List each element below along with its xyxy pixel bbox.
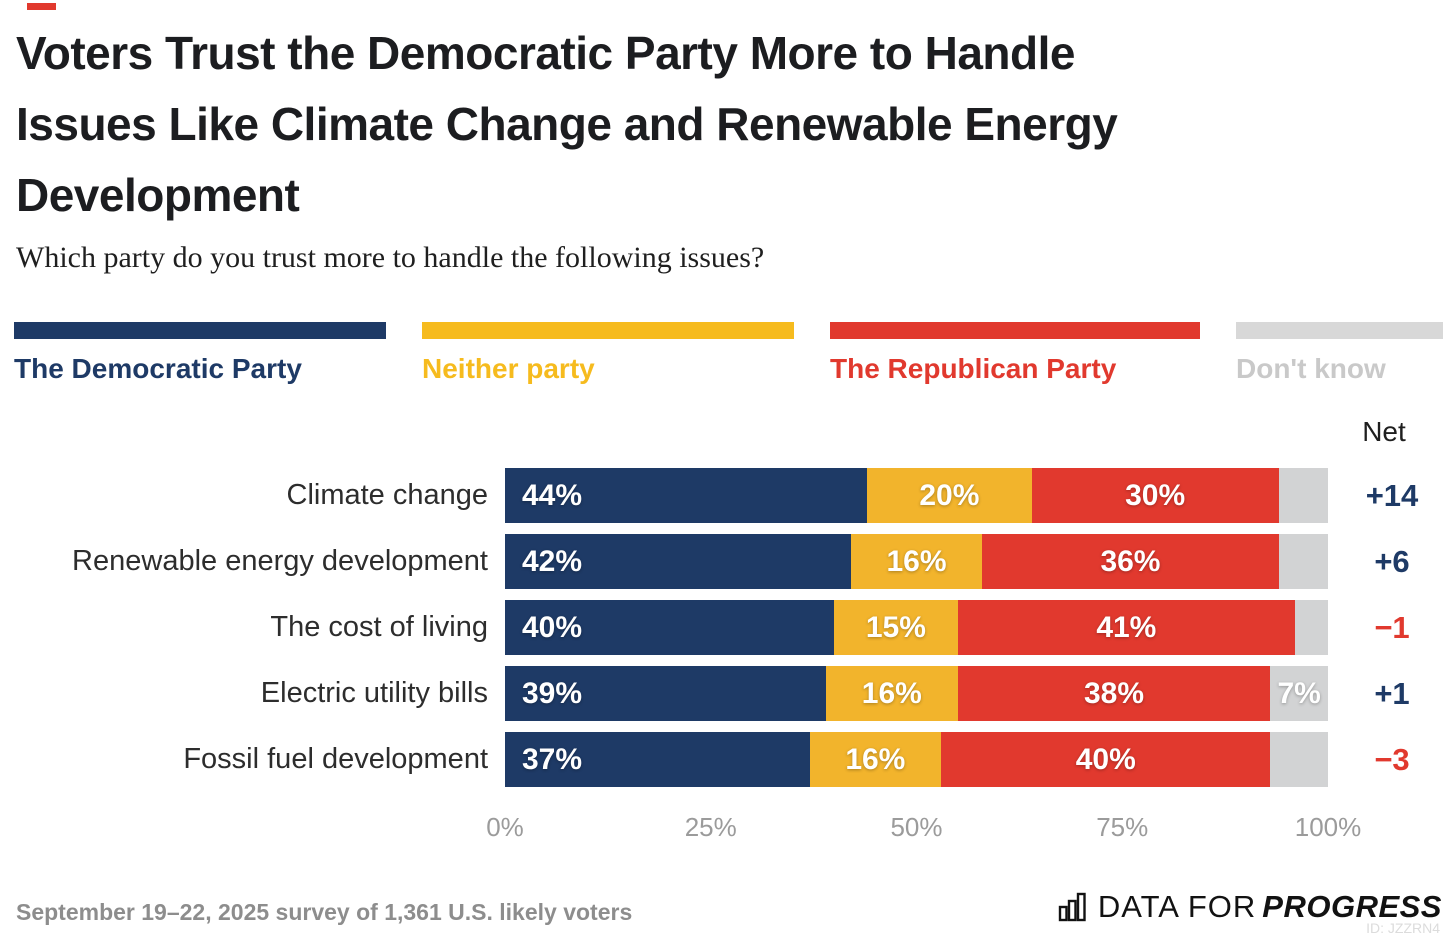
- bar-value-label: 39%: [522, 676, 583, 710]
- stacked-bar: 37% 16% 40%: [505, 732, 1328, 787]
- category-label: Climate change: [286, 479, 489, 511]
- chart-row-renewable-energy-development: Renewable energy development 42% 16% 36% +6: [0, 534, 1456, 589]
- bar-segment-the-republican-party: 36%: [982, 534, 1279, 589]
- bar-segment-don-t-know: 7%: [1270, 666, 1328, 721]
- legend-label-don-t-know: Don't know: [1236, 353, 1386, 384]
- source-note: September 19–22, 2025 survey of 1,361 U.…: [16, 899, 633, 925]
- legend-swatch-neither-party: [422, 322, 794, 339]
- x-axis-tick: 0%: [486, 812, 524, 842]
- category-label: The cost of living: [270, 611, 488, 643]
- bar-value-label: 7%: [1277, 676, 1321, 710]
- bar-value-label: 30%: [1125, 478, 1186, 512]
- bar-segment-neither-party: 16%: [825, 666, 958, 721]
- legend-label-the-democratic-party: The Democratic Party: [14, 353, 302, 384]
- bar-segment-don-t-know: [1295, 600, 1328, 655]
- bar-value-label: 40%: [1075, 742, 1136, 776]
- bar-segment-the-democratic-party: 44%: [505, 468, 868, 523]
- title-line-2: Issues Like Climate Change and Renewable…: [16, 98, 1118, 150]
- bar-segment-the-democratic-party: 40%: [505, 600, 835, 655]
- bar-segment-the-republican-party: 38%: [957, 666, 1271, 721]
- id-watermark: ID: JZZRN4: [1366, 920, 1440, 936]
- bar-segment-don-t-know: [1270, 732, 1328, 787]
- chart-row-electric-utility-bills: Electric utility bills 39% 16% 38% 7% +1: [0, 666, 1456, 721]
- bar-segment-the-republican-party: 41%: [957, 600, 1296, 655]
- bar-segment-neither-party: 16%: [809, 732, 942, 787]
- x-axis-tick: 100%: [1294, 812, 1362, 842]
- net-column-header: Net: [1362, 416, 1406, 447]
- chart-row-climate-change: Climate change 44% 20% 30% +14: [0, 468, 1456, 523]
- brand-wordmark: DATA FOR PROGRESS: [1098, 889, 1442, 925]
- category-label: Electric utility bills: [260, 677, 488, 709]
- bar-segment-neither-party: 16%: [850, 534, 983, 589]
- x-axis: 0% 25% 50% 75% 100%: [486, 812, 1361, 844]
- bar-chart-icon: [1058, 892, 1086, 922]
- chart-row-the-cost-of-living: The cost of living 40% 15% 41% −1: [0, 600, 1456, 655]
- bar-segment-the-democratic-party: 37%: [505, 732, 810, 787]
- net-value: −3: [1374, 742, 1410, 777]
- legend-label-neither-party: Neither party: [422, 353, 595, 384]
- legend-swatch-don-t-know: [1236, 322, 1443, 339]
- bar-value-label: 16%: [845, 742, 906, 776]
- brand-bold-text: PROGRESS: [1262, 889, 1442, 924]
- category-label: Renewable energy development: [72, 545, 488, 577]
- legend-item-neither-party: Neither party: [422, 322, 794, 385]
- legend-item-the-republican-party: The Republican Party: [830, 322, 1200, 385]
- chart-row-fossil-fuel-development: Fossil fuel development 37% 16% 40% −3: [0, 732, 1456, 787]
- bar-value-label: 42%: [522, 544, 583, 578]
- bar-segment-the-republican-party: 30%: [1031, 468, 1279, 523]
- bar-value-label: 37%: [522, 742, 583, 776]
- chart-subtitle: Which party do you trust more to handle …: [16, 241, 765, 274]
- legend: The Democratic Party Neither party The Rep…: [14, 322, 1443, 385]
- net-value: −1: [1374, 610, 1410, 645]
- bar-value-label: 20%: [919, 478, 980, 512]
- stacked-bar: 44% 20% 30%: [505, 468, 1328, 523]
- bar-value-label: 16%: [886, 544, 947, 578]
- legend-item-don-t-know: Don't know: [1236, 322, 1443, 385]
- net-value: +1: [1374, 676, 1410, 711]
- bar-segment-don-t-know: [1278, 468, 1328, 523]
- bar-value-label: 36%: [1100, 544, 1161, 578]
- top-left-mark: [27, 3, 56, 10]
- page-title: Voters Trust the Democratic Party More t…: [16, 18, 1416, 231]
- chart-rows: Climate change 44% 20% 30% +14 Renewable ener…: [0, 468, 1456, 798]
- net-value: +14: [1365, 478, 1419, 513]
- bar-segment-the-democratic-party: 42%: [505, 534, 851, 589]
- legend-swatch-the-democratic-party: [14, 322, 386, 339]
- bar-segment-neither-party: 15%: [834, 600, 958, 655]
- stacked-bar: 39% 16% 38% 7%: [505, 666, 1328, 721]
- category-label: Fossil fuel development: [183, 743, 488, 775]
- stacked-bar: 42% 16% 36%: [505, 534, 1328, 589]
- bar-segment-don-t-know: [1278, 534, 1328, 589]
- net-value: +6: [1374, 544, 1410, 579]
- legend-label-the-republican-party: The Republican Party: [830, 353, 1117, 384]
- bar-value-label: 38%: [1083, 676, 1145, 710]
- dfp-logo: DATA FOR PROGRESS: [1058, 889, 1442, 925]
- bar-segment-neither-party: 20%: [867, 468, 1032, 523]
- bar-segment-the-democratic-party: 39%: [505, 666, 826, 721]
- bar-value-label: 44%: [522, 478, 583, 512]
- title-line-3: Development: [16, 169, 300, 221]
- bar-segment-the-republican-party: 40%: [941, 732, 1271, 787]
- legend-item-the-democratic-party: The Democratic Party: [14, 322, 386, 385]
- x-axis-tick: 25%: [684, 812, 737, 842]
- bar-value-label: 40%: [522, 610, 583, 644]
- bar-value-label: 16%: [861, 676, 922, 710]
- title-line-1: Voters Trust the Democratic Party More t…: [16, 27, 1075, 79]
- bar-value-label: 15%: [865, 610, 926, 644]
- legend-swatch-the-republican-party: [830, 322, 1200, 339]
- stacked-bar: 40% 15% 41%: [505, 600, 1328, 655]
- bar-value-label: 41%: [1096, 610, 1157, 644]
- brand-regular-text: DATA FOR: [1097, 889, 1257, 924]
- x-axis-tick: 50%: [890, 812, 943, 842]
- x-axis-tick: 75%: [1096, 812, 1149, 842]
